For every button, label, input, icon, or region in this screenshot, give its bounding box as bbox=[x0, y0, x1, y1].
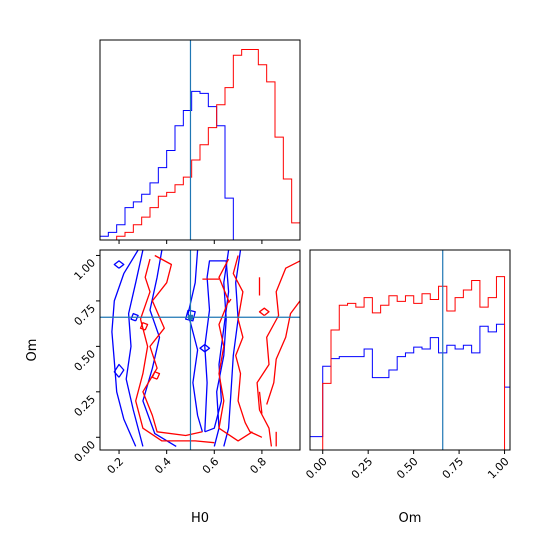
om-x-tick-label-4: 0.75 bbox=[440, 455, 467, 482]
y-tick-label-3: 0.50 bbox=[72, 347, 99, 374]
h0-hist-series-1 bbox=[99, 90, 300, 241]
contour-series-1-line-8 bbox=[113, 260, 125, 269]
x-axis-label-h0: H0 bbox=[191, 511, 209, 526]
contour-series-1-line-5 bbox=[204, 260, 230, 433]
h0-marginal-frame bbox=[99, 39, 301, 241]
h0-om-contour-panel: 0.2 0.4 0.6 0.8 0.00 0.25 0.50 0.75 1.00 bbox=[72, 249, 301, 477]
contour-frame bbox=[99, 249, 301, 451]
om-x-tick-label-3: 0.50 bbox=[394, 455, 421, 482]
contour-series-2-line-3 bbox=[218, 258, 253, 442]
contour-series-2-line-14 bbox=[228, 298, 232, 304]
contour-series-1-line-2 bbox=[125, 250, 144, 447]
h0-marginal-panel bbox=[99, 39, 301, 244]
y-tick-label-5: 1.00 bbox=[72, 256, 99, 283]
x-tick-label-3: 0.6 bbox=[200, 455, 222, 477]
contour-series-1-line-3 bbox=[142, 250, 177, 447]
contour-area bbox=[111, 250, 300, 447]
contour-series-2-line-2 bbox=[135, 258, 215, 444]
y-tick-label-4: 0.75 bbox=[72, 302, 99, 329]
y-tick-label-1: 0.00 bbox=[72, 438, 99, 465]
y-axis-label-om: Om bbox=[25, 339, 40, 362]
om-marginal-panel: 0.00 0.25 0.50 0.75 1.00 bbox=[303, 249, 512, 482]
contour-series-1-line-7 bbox=[223, 250, 242, 447]
x-tick-label-4: 0.8 bbox=[247, 455, 269, 477]
x-tick-label-2: 0.4 bbox=[152, 455, 174, 477]
x-tick-label-1: 0.2 bbox=[105, 455, 127, 477]
contour-series-2-line-6 bbox=[266, 300, 300, 405]
contour-series-1-line-4 bbox=[187, 250, 204, 432]
contour-series-2-line-4 bbox=[232, 255, 263, 438]
contour-series-2-line-5 bbox=[256, 260, 300, 447]
om-x-tick-label-1: 0.00 bbox=[303, 455, 330, 482]
contour-series-2-line-11 bbox=[258, 307, 270, 317]
contour-series-2-line-9 bbox=[139, 322, 149, 331]
contour-series-1-line-9 bbox=[113, 363, 125, 378]
om-marginal-frame bbox=[309, 249, 511, 451]
om-hist-series-2 bbox=[322, 276, 506, 450]
contour-series-1-line-10 bbox=[185, 309, 196, 322]
om-x-tick-label-2: 0.25 bbox=[349, 455, 376, 482]
contour-series-1-line-11 bbox=[199, 343, 211, 353]
contour-series-2-line-1 bbox=[142, 254, 203, 437]
contour-series-2-line-10 bbox=[151, 371, 161, 380]
om-hist-series-1 bbox=[309, 323, 511, 450]
om-x-tick-label-5: 1.00 bbox=[485, 455, 512, 482]
y-tick-label-2: 0.25 bbox=[72, 393, 99, 420]
truth-marker bbox=[187, 314, 193, 320]
h0-hist-series-2 bbox=[100, 49, 301, 241]
contour-series-2-line-12 bbox=[258, 391, 263, 414]
contour-series-1-line-1 bbox=[111, 250, 139, 447]
x-axis-label-om: Om bbox=[399, 511, 422, 526]
